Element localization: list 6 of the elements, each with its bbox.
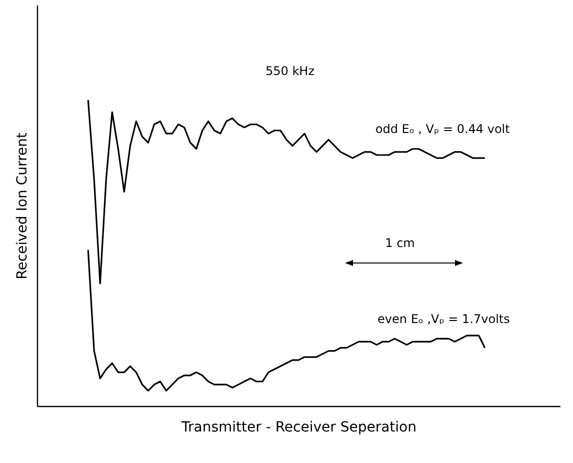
annotation: 1 cm — [385, 236, 415, 250]
series-label: even Eₒ ,Vₚ = 1.7volts — [378, 312, 510, 326]
x-axis-title: Transmitter - Receiver Seperation — [180, 420, 416, 436]
y-axis-title: Received Ion Current — [14, 132, 30, 280]
text: 550 kHz — [266, 64, 314, 78]
series-label: odd Eₒ , Vₚ = 0.44 volt — [375, 122, 510, 136]
